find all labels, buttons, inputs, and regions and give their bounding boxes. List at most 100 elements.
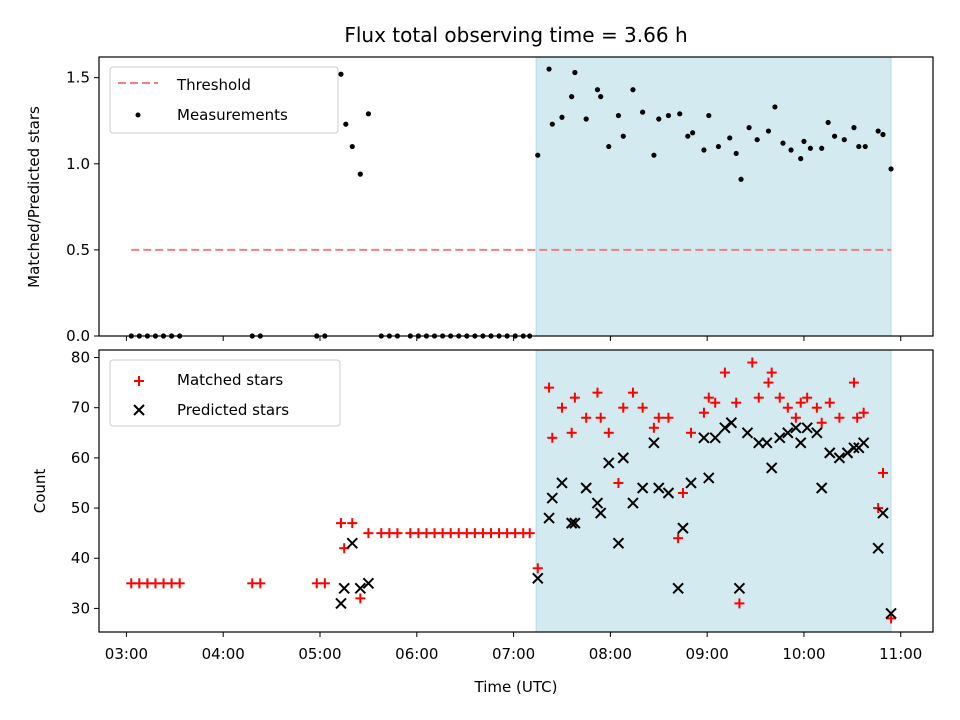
- measurement-point: [772, 104, 778, 110]
- predicted-star-point: [703, 472, 715, 484]
- predicted-star-point: [672, 582, 684, 595]
- legend-measurements-marker: [135, 112, 141, 118]
- predicted-star-point: [569, 517, 581, 529]
- measurement-point: [880, 131, 886, 138]
- measurement-point: [357, 171, 363, 177]
- x-tick-label: 11:00: [879, 645, 922, 663]
- predicted-star-point: [543, 512, 555, 524]
- x-axis-label: Time (UTC): [474, 678, 558, 696]
- measurement-point: [738, 176, 744, 182]
- predicted-star-point: [782, 427, 794, 439]
- predicted-star-point: [591, 497, 604, 509]
- matched-star-point: [852, 412, 863, 423]
- measurement-point: [343, 121, 349, 127]
- measurement-point: [727, 135, 733, 141]
- measurement-point: [546, 66, 552, 72]
- measurement-point: [640, 109, 646, 115]
- predicted-star-point: [662, 487, 675, 499]
- x-tick-label: 08:00: [589, 645, 632, 663]
- matched-star-point: [547, 432, 558, 443]
- chart-title: Flux total observing time = 3.66 h: [344, 23, 687, 47]
- top-legend: Threshold Measurements: [109, 66, 339, 134]
- x-tick-label: 07:00: [492, 645, 535, 663]
- measurement-point: [365, 111, 371, 117]
- predicted-star-point: [733, 582, 746, 595]
- predicted-star-point: [824, 447, 836, 459]
- x-tick-label: 05:00: [298, 645, 341, 663]
- measurement-point: [807, 145, 814, 151]
- predicted-star-point: [594, 507, 607, 519]
- measurement-point: [765, 128, 772, 134]
- matched-star-point: [824, 397, 835, 408]
- matched-star-point: [174, 578, 185, 589]
- predicted-star-point: [841, 447, 854, 459]
- matched-star-point: [686, 427, 697, 438]
- matched-star-point: [790, 412, 801, 423]
- measurement-point: [569, 94, 575, 100]
- legend-predicted-marker: [133, 404, 145, 416]
- predicted-star-point: [709, 432, 721, 444]
- measurement-point: [888, 166, 894, 172]
- matched-star-point: [556, 402, 567, 413]
- predicted-star-point: [877, 507, 889, 519]
- measurement-point: [677, 111, 683, 117]
- matched-star-point: [710, 397, 721, 408]
- top-panel: 0.0 0.5 1.0 1.5 Matched/Predicted stars Thr…: [25, 56, 934, 345]
- predicted-star-point: [857, 437, 870, 449]
- matched-star-point: [834, 412, 845, 423]
- measurement-point: [831, 133, 838, 139]
- matched-star-point: [877, 467, 888, 478]
- predicted-star-point: [815, 482, 828, 494]
- matched-star-point: [347, 518, 358, 529]
- measurement-point: [733, 150, 739, 157]
- matched-star-point: [753, 392, 764, 403]
- measurement-point: [620, 133, 626, 139]
- measurement-point: [788, 147, 794, 153]
- matched-star-point: [581, 412, 592, 423]
- bottom-legend: Matched stars Predicted stars: [109, 359, 341, 427]
- bottom-y-tick-label: 70: [71, 399, 90, 417]
- measurement-point: [798, 156, 804, 162]
- predicted-star-point: [580, 482, 592, 494]
- matched-star-point: [363, 528, 374, 539]
- top-legend-box: [109, 66, 339, 134]
- bottom-y-tick-label: 40: [71, 549, 90, 567]
- measurement-point: [665, 112, 672, 119]
- predicted-star-point: [653, 482, 665, 494]
- predicted-star-point: [338, 582, 350, 595]
- x-tick-label: 09:00: [686, 645, 729, 663]
- predicted-star-point: [346, 537, 358, 549]
- measurement-point: [746, 125, 752, 131]
- predicted-star-point: [741, 427, 754, 439]
- top-y-tick-label: 0.5: [66, 241, 90, 259]
- predicted-star-point: [603, 457, 615, 469]
- matched-star-point: [255, 578, 266, 589]
- predicted-star-point: [362, 577, 375, 590]
- measurement-point: [656, 116, 662, 122]
- predicted-star-point: [833, 452, 846, 464]
- matched-star-point: [569, 392, 580, 403]
- measurement-point: [841, 137, 847, 143]
- matched-star-point: [613, 477, 624, 488]
- matched-star-point: [544, 382, 555, 393]
- predicted-star-point: [811, 427, 823, 439]
- bottom-panel: 03:00 04:00 05:00 06:00 07:00 08:00 09:00 10:00…: [31, 349, 934, 696]
- matched-star-point: [627, 387, 638, 398]
- measurement-point: [825, 119, 831, 126]
- predicted-star-point: [872, 542, 884, 554]
- measurement-point: [875, 128, 881, 134]
- matched-star-point: [355, 593, 366, 604]
- bottom-y-tick-label: 30: [71, 599, 90, 617]
- x-tick-label: 04:00: [202, 645, 245, 663]
- x-tick-label: 06:00: [395, 645, 438, 663]
- matched-star-point: [802, 392, 813, 403]
- matched-star-point: [648, 422, 659, 433]
- predicted-star-point: [885, 607, 897, 620]
- matched-star-point: [673, 533, 684, 544]
- predicted-star-point: [774, 432, 786, 444]
- measurement-point: [754, 137, 760, 143]
- matched-star-point: [763, 377, 774, 388]
- measurement-point: [606, 143, 612, 150]
- matched-star-point: [886, 613, 897, 624]
- matched-star-point: [747, 357, 758, 368]
